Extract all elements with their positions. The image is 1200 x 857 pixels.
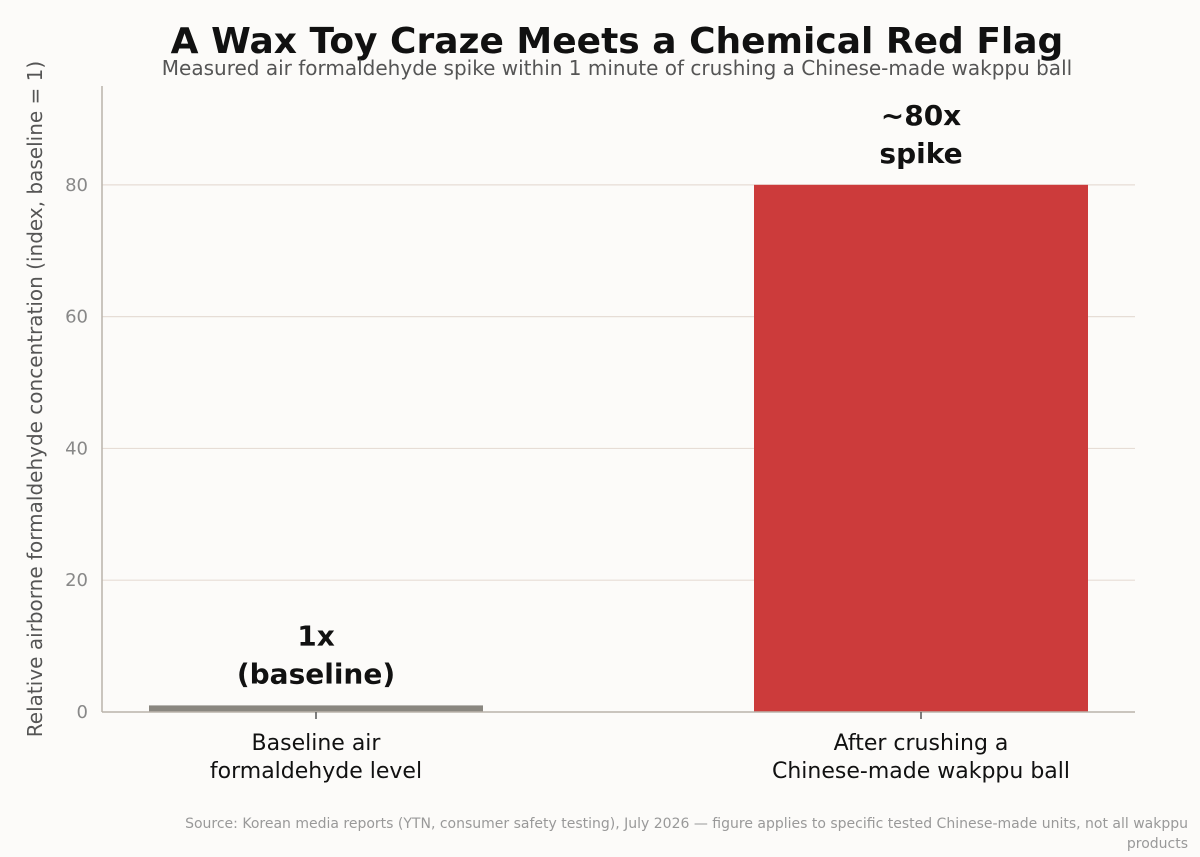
data-label: spike bbox=[879, 137, 962, 170]
x-tick-label: Chinese-made wakppu ball bbox=[772, 759, 1070, 784]
axes bbox=[101, 86, 1135, 713]
y-ticks: 0 20 40 60 80 bbox=[65, 175, 88, 723]
y-tick-label: 80 bbox=[65, 175, 88, 196]
y-tick-label: 60 bbox=[65, 307, 88, 328]
data-label: ~80x bbox=[881, 99, 962, 132]
data-label: 1x bbox=[297, 619, 335, 652]
data-labels: 1x (baseline) ~80x spike bbox=[237, 99, 963, 691]
x-tick-label: formaldehyde level bbox=[210, 759, 422, 784]
chart-subtitle: Measured air formaldehyde spike within 1… bbox=[162, 56, 1072, 80]
data-label: (baseline) bbox=[237, 657, 395, 690]
bar-1 bbox=[149, 705, 483, 712]
x-tick-label: After crushing a bbox=[834, 731, 1009, 756]
y-tick-label: 40 bbox=[65, 438, 88, 459]
x-tick-label: Baseline air bbox=[252, 731, 382, 756]
y-tick-label: 0 bbox=[77, 702, 88, 723]
source-note-line-1: Source: Korean media reports (YTN, consu… bbox=[185, 816, 1188, 832]
y-axis-label: Relative airborne formaldehyde concentra… bbox=[23, 61, 47, 737]
source-note-line-2: products bbox=[1127, 836, 1188, 852]
y-tick-label: 20 bbox=[65, 570, 88, 591]
x-ticks: Baseline air formaldehyde level After crus… bbox=[210, 712, 1070, 784]
bars bbox=[149, 184, 1088, 712]
chart-title: A Wax Toy Craze Meets a Chemical Red Fla… bbox=[171, 21, 1064, 62]
bar-2 bbox=[754, 184, 1088, 712]
